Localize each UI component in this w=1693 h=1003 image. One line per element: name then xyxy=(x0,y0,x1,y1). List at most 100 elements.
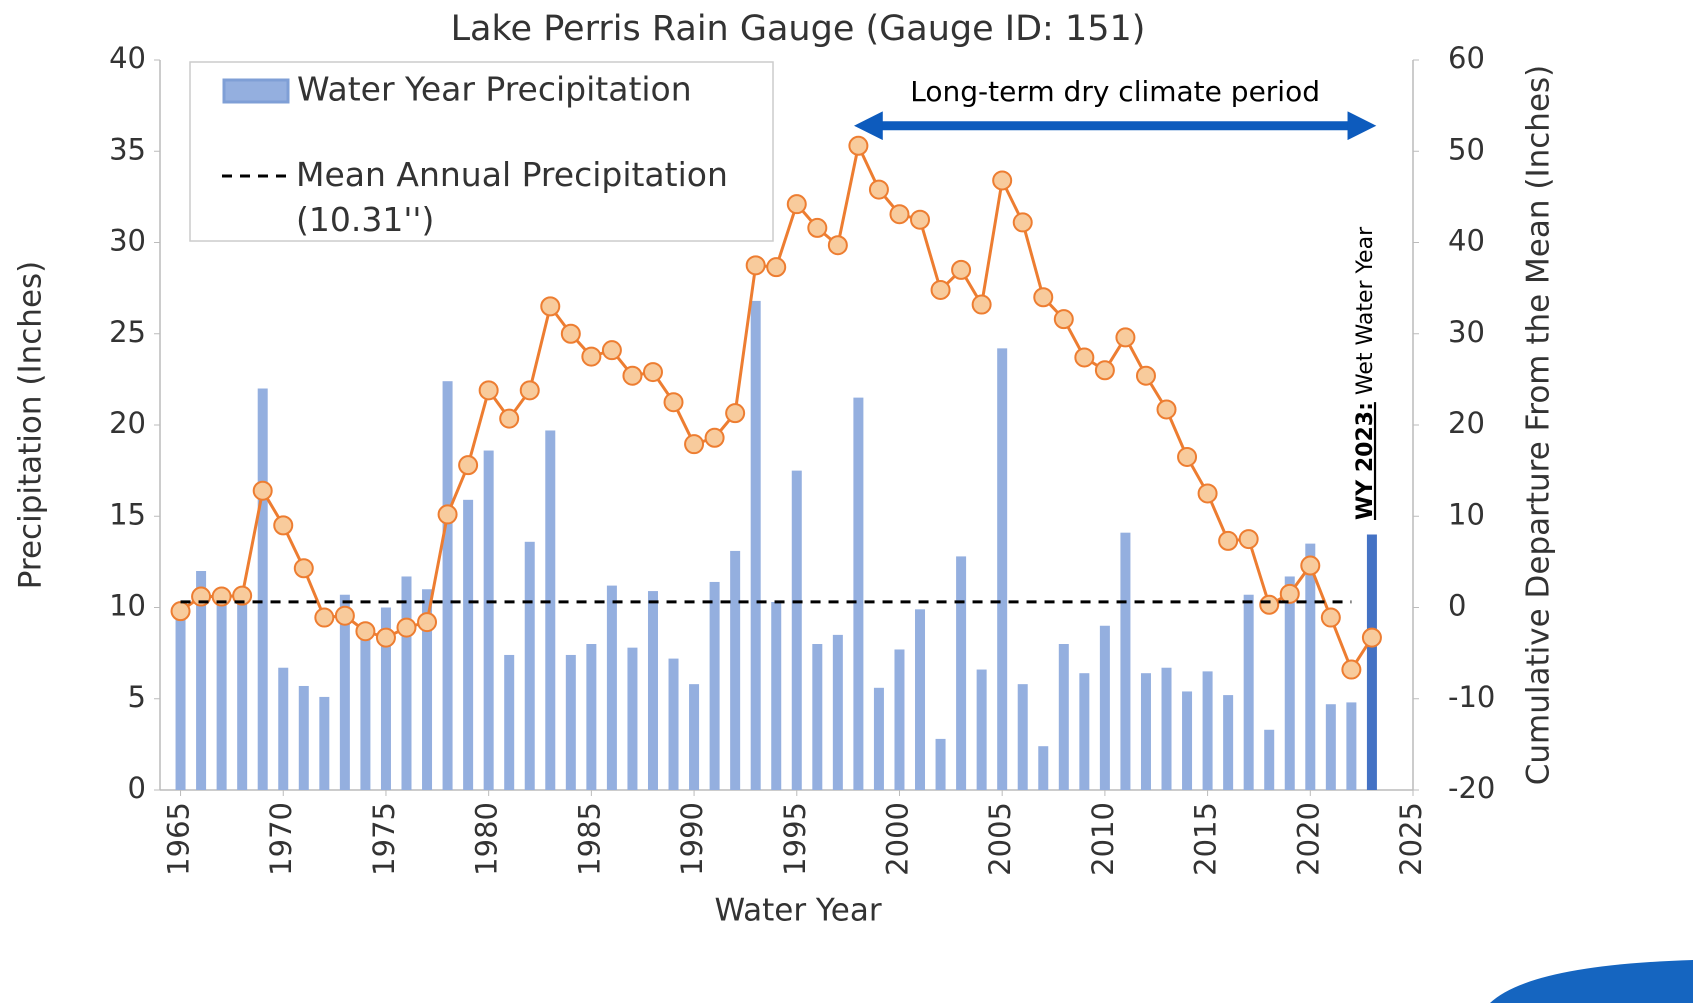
marker xyxy=(334,605,355,626)
x-tick-label: 2005 xyxy=(983,802,1017,876)
marker xyxy=(1300,555,1321,576)
marker xyxy=(1218,530,1239,551)
marker xyxy=(827,235,848,256)
y2-tick-label: 0 xyxy=(1448,589,1466,623)
marker xyxy=(725,403,746,424)
bar xyxy=(915,609,926,790)
bar xyxy=(1325,704,1336,790)
bar xyxy=(1202,671,1213,790)
x-tick-label: 1965 xyxy=(162,802,196,876)
bar xyxy=(319,696,330,790)
y-tick-label: 35 xyxy=(109,132,146,166)
bar xyxy=(956,556,967,790)
bar xyxy=(853,397,864,790)
bar xyxy=(422,589,433,790)
y-tick-label: 5 xyxy=(128,680,146,714)
chart-title: Lake Perris Rain Gauge (Gauge ID: 151) xyxy=(451,9,1146,49)
marker xyxy=(273,515,294,536)
y2-tick-label: 30 xyxy=(1448,315,1485,349)
marker xyxy=(293,558,314,579)
marker xyxy=(499,408,520,429)
marker xyxy=(355,621,376,642)
bar xyxy=(565,654,576,790)
bar xyxy=(832,634,843,790)
bar xyxy=(216,598,227,790)
bar xyxy=(1140,673,1151,790)
x-tick-label: 1985 xyxy=(572,802,606,876)
bar xyxy=(1038,746,1049,790)
bar xyxy=(1223,695,1234,790)
y-tick-label: 10 xyxy=(109,589,146,623)
marker xyxy=(622,365,643,386)
bar xyxy=(298,685,309,790)
bar xyxy=(750,300,761,790)
x-tick-label: 1970 xyxy=(264,802,298,876)
bar xyxy=(175,609,186,790)
marker xyxy=(314,607,335,628)
marker xyxy=(848,135,869,156)
marker xyxy=(992,170,1013,191)
marker xyxy=(1094,360,1115,381)
bar xyxy=(1305,543,1316,790)
y2-tick-label: -20 xyxy=(1448,771,1495,805)
marker xyxy=(642,362,663,383)
x-tick-label: 1975 xyxy=(367,802,401,876)
bar xyxy=(1182,691,1193,790)
marker xyxy=(1012,212,1033,233)
bar xyxy=(606,585,617,790)
bar xyxy=(812,644,823,790)
marker xyxy=(375,627,396,648)
legend-label: Water Year Precipitation xyxy=(297,70,692,109)
bar xyxy=(1058,644,1069,790)
bar xyxy=(586,644,597,790)
marker xyxy=(930,279,951,300)
marker xyxy=(1177,446,1198,467)
marker xyxy=(663,392,684,413)
bar xyxy=(1243,594,1254,790)
marker xyxy=(1320,607,1341,628)
x-tick-label: 2010 xyxy=(1086,802,1120,876)
bar xyxy=(1161,667,1172,790)
y-tick-label: 25 xyxy=(109,315,146,349)
bar xyxy=(380,607,391,790)
marker xyxy=(170,601,191,622)
y-tick-label: 15 xyxy=(109,497,146,531)
marker xyxy=(458,455,479,476)
bar xyxy=(442,381,453,790)
y2-tick-label: 50 xyxy=(1448,132,1485,166)
bar xyxy=(504,654,515,790)
x-tick-label: 2020 xyxy=(1291,802,1325,876)
marker xyxy=(1361,627,1382,648)
marker xyxy=(232,585,253,606)
marker xyxy=(1279,583,1300,604)
x-tick-label: 2025 xyxy=(1394,802,1428,876)
bar xyxy=(1284,576,1295,790)
bar xyxy=(1120,532,1131,790)
bar xyxy=(771,602,782,790)
y2-tick-label: 60 xyxy=(1448,41,1485,75)
marker xyxy=(417,612,438,633)
bar xyxy=(483,450,494,790)
y-axis-label: Precipitation (Inches) xyxy=(13,261,49,590)
bar xyxy=(1079,673,1090,790)
bar xyxy=(1017,684,1028,790)
bar xyxy=(730,550,741,790)
bar xyxy=(524,541,535,790)
y-tick-label: 20 xyxy=(109,406,146,440)
marker xyxy=(581,346,602,367)
legend-label: Mean Annual Precipitation (10.31'') xyxy=(296,155,728,239)
marker xyxy=(910,209,931,230)
y-tick-label: 0 xyxy=(128,771,146,805)
marker xyxy=(1341,659,1362,680)
marker xyxy=(1033,287,1054,308)
y2-tick-label: -10 xyxy=(1448,680,1495,714)
bar xyxy=(997,348,1008,790)
marker xyxy=(766,257,787,278)
bar xyxy=(873,687,884,790)
y2-tick-label: 40 xyxy=(1448,224,1485,258)
y-tick-label: 30 xyxy=(109,224,146,258)
bar xyxy=(647,591,658,790)
marker xyxy=(478,380,499,401)
